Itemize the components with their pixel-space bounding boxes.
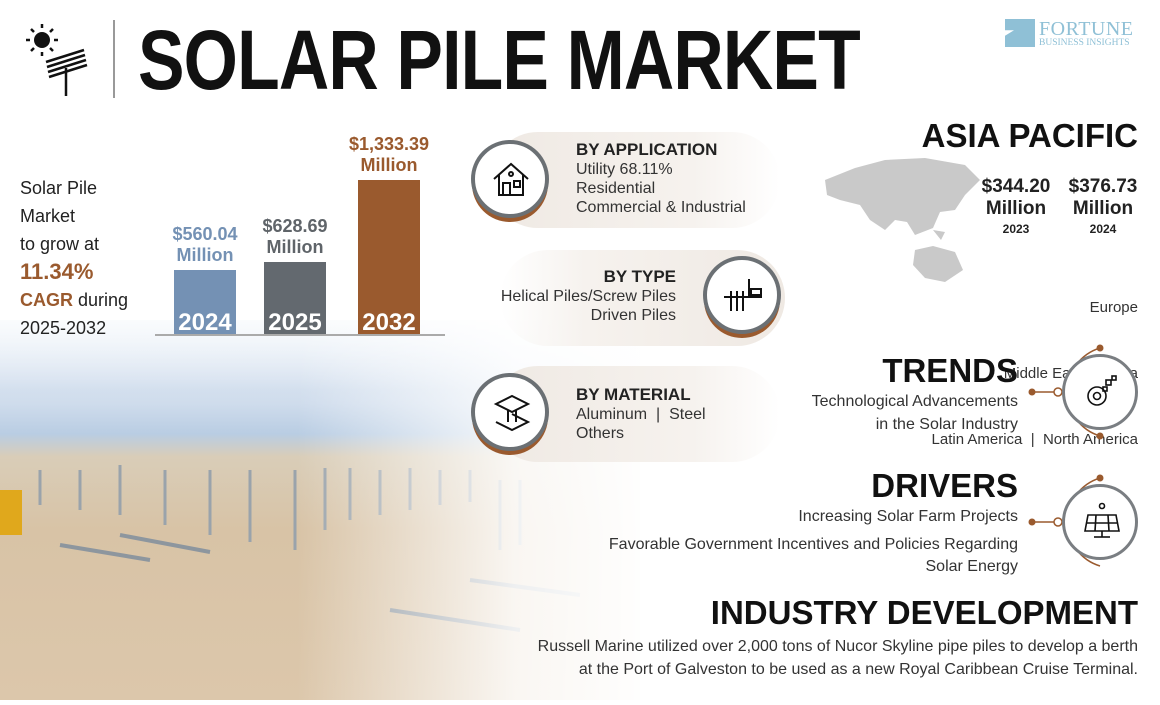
region-item: Europe	[1089, 299, 1138, 316]
gear-tech-icon	[1087, 375, 1117, 406]
cagr-label: CAGR	[20, 290, 73, 310]
chart-baseline	[155, 334, 445, 336]
application-item: Commercial & Industrial	[576, 199, 746, 216]
trends-line: Technological Advancements	[811, 393, 1018, 410]
asia-pacific-map	[825, 158, 980, 282]
type-item: Driven Piles	[590, 307, 676, 324]
growth-line3: to grow at	[20, 234, 100, 254]
growth-line1: Solar Pile	[20, 178, 98, 198]
region-year: 2023	[1002, 222, 1030, 236]
drivers-title: DRIVERS	[871, 467, 1018, 504]
material-item: Others	[576, 425, 625, 442]
bar-year-label: 2024	[178, 309, 232, 336]
application-circle	[471, 140, 549, 218]
market-size-bar-chart: 2024 $560.04 Million 2025 $628.69 Million 2032…	[155, 120, 445, 336]
cagr-period: 2025-2032	[20, 318, 107, 338]
drivers-item: Favorable Government Incentives and Poli…	[608, 536, 1018, 553]
bar-2024: 2024 $560.04 Million	[172, 224, 237, 336]
bar-value: $560.04	[172, 223, 238, 244]
bar-year-label: 2032	[362, 309, 416, 336]
drivers-item: Increasing Solar Farm Projects	[798, 508, 1018, 525]
steel-beam-icon	[493, 394, 531, 432]
type-title: BY TYPE	[603, 267, 676, 286]
bar-unit: Million	[360, 155, 418, 175]
solar-panel-icon	[1084, 502, 1120, 538]
bar-unit: Million	[266, 236, 324, 257]
type-circle	[703, 256, 781, 334]
type-item: Helical Piles/Screw Piles	[500, 288, 676, 305]
region-amount: $344.20	[981, 176, 1051, 197]
logo-line2: BUSINESS INSIGHTS	[1039, 38, 1130, 48]
bar-2025: 2025 $628.69 Million	[262, 216, 327, 336]
fortune-business-insights-logo: FORTUNE BUSINESS INSIGHTS	[1005, 18, 1145, 51]
growth-line2: Market	[20, 206, 76, 226]
drivers-circle	[1062, 484, 1138, 560]
material-text: BY MATERIAL Aluminum | Steel Others	[576, 385, 706, 443]
bar-value: $628.69	[262, 215, 328, 236]
industry-title: INDUSTRY DEVELOPMENT	[710, 594, 1138, 631]
material-item: Aluminum | Steel	[576, 406, 706, 423]
application-text: BY APPLICATION Utility 68.11% Residentia…	[576, 140, 746, 217]
logo-line1: FORTUNE	[1039, 18, 1134, 40]
type-text: BY TYPE Helical Piles/Screw Piles Driven…	[480, 267, 676, 325]
bar-value-label: $1,333.39 Million	[329, 134, 449, 176]
industry-line: Russell Marine utilized over 2,000 tons …	[537, 638, 1138, 655]
trends-text: Technological Advancements in the Solar …	[812, 390, 1018, 436]
industry-line: at the Port of Galveston to be used as a…	[578, 661, 1138, 678]
industry-text: Russell Marine utilized over 2,000 tons …	[538, 635, 1138, 681]
bar-unit: Million	[176, 244, 234, 265]
house-icon	[493, 162, 529, 196]
drivers-text: Increasing Solar Farm Projects Favorable…	[518, 506, 1018, 578]
header-divider	[113, 20, 115, 98]
region-unit: Million	[1072, 198, 1134, 219]
region-item: Latin America | North America	[931, 431, 1138, 448]
bar-value: $1,333.39	[348, 134, 430, 154]
region-title: ASIA PACIFIC	[921, 117, 1138, 154]
cagr-value: 11.34%	[20, 259, 94, 284]
bar-year-label: 2025	[268, 309, 322, 336]
region-value-2023: $344.20 Million 2023	[975, 176, 1057, 236]
growth-summary: Solar Pile Market to grow at 11.34% CAGR…	[20, 174, 128, 342]
bar-value-label: $560.04 Million	[145, 224, 265, 266]
application-item: Residential	[576, 180, 656, 197]
bar-value-label: $628.69 Million	[235, 216, 355, 258]
region-year: 2024	[1089, 222, 1117, 236]
bar-2032: 2032 $1,333.39 Million	[349, 134, 429, 336]
cagr-during: during	[78, 290, 129, 310]
pile-driver-icon	[724, 279, 762, 311]
region-value-2024: $376.73 Million 2024	[1062, 176, 1144, 236]
material-circle	[471, 373, 549, 451]
trends-line: in the Solar Industry	[875, 416, 1018, 433]
trends-circle	[1062, 354, 1138, 430]
solar-panel-sun-icon	[26, 24, 88, 96]
trends-title: TRENDS	[882, 352, 1018, 389]
drivers-item: Solar Energy	[925, 558, 1019, 575]
application-title: BY APPLICATION	[576, 140, 718, 159]
material-title: BY MATERIAL	[576, 385, 691, 404]
page-title: SOLAR PILE MARKET	[138, 13, 861, 107]
region-unit: Million	[985, 198, 1047, 219]
application-highlight: Utility 68.11%	[576, 161, 673, 178]
region-amount: $376.73	[1068, 176, 1138, 197]
logo-mark-icon	[1005, 19, 1035, 47]
